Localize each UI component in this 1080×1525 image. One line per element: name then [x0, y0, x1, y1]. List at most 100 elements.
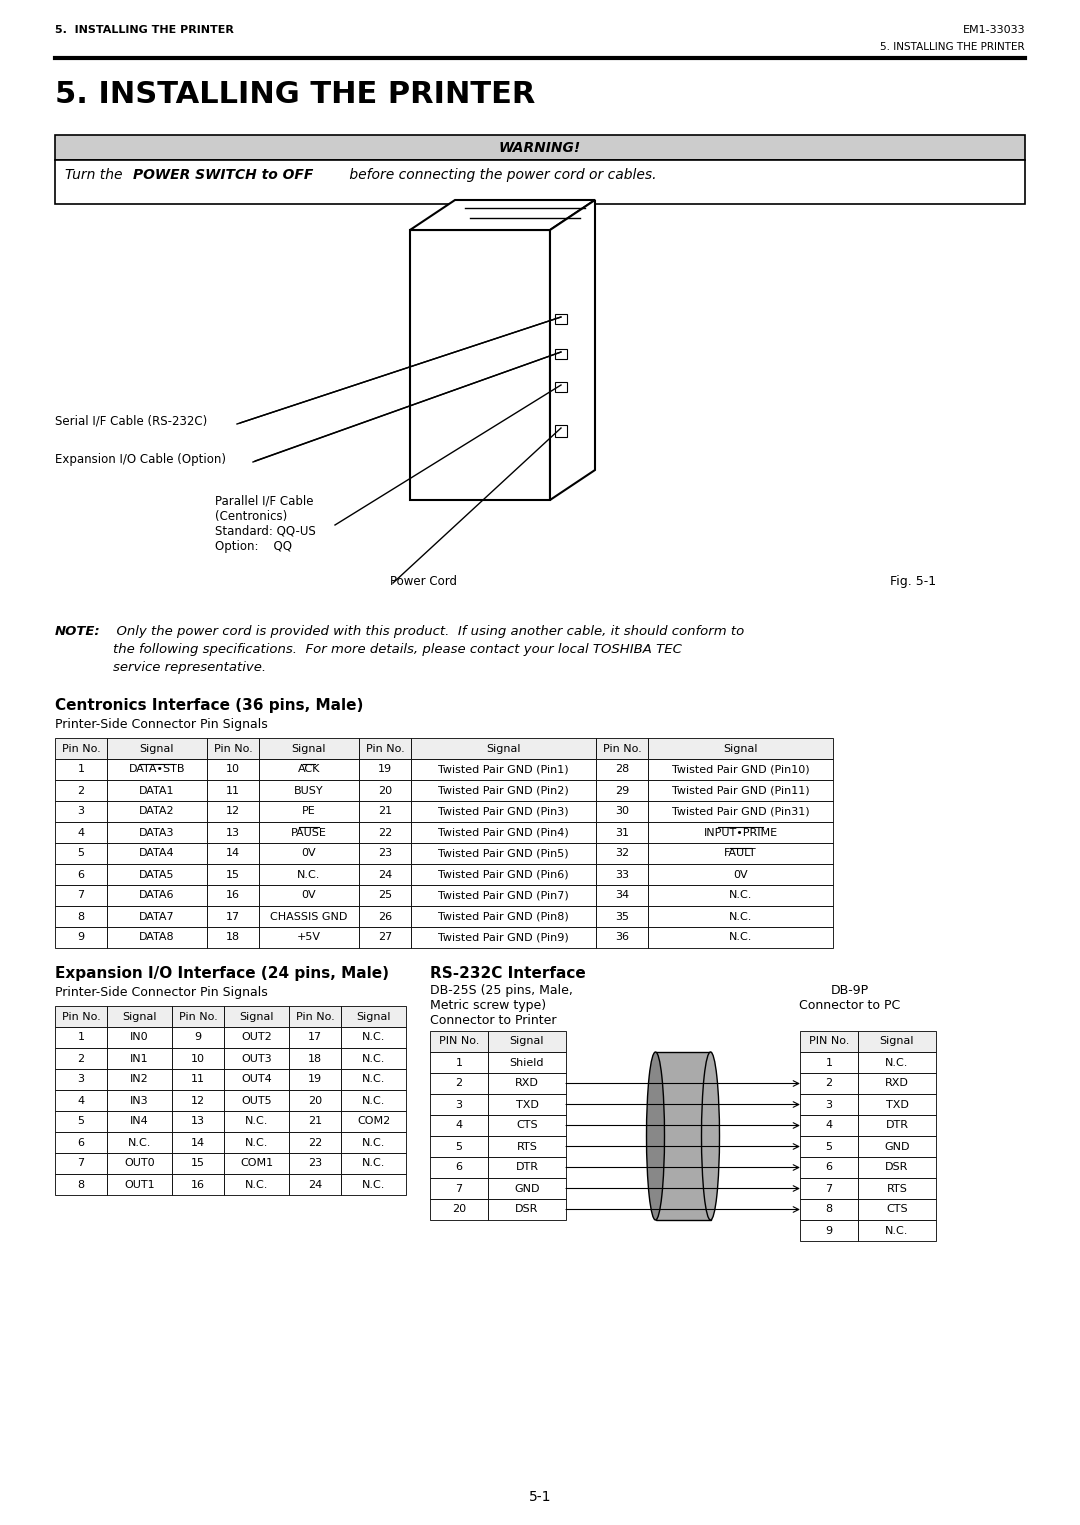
Text: 6: 6	[78, 869, 84, 880]
Bar	[224, 1112, 289, 1132]
Text: N.C.: N.C.	[362, 1075, 386, 1084]
Bar	[172, 1132, 224, 1153]
Bar	[596, 865, 648, 884]
Bar	[259, 927, 359, 949]
Bar	[430, 1031, 488, 1052]
Bar	[55, 927, 107, 949]
Bar	[555, 381, 567, 392]
Text: Signal: Signal	[486, 744, 521, 753]
Text: 14: 14	[191, 1138, 205, 1147]
Bar	[411, 779, 596, 801]
Bar	[107, 865, 207, 884]
Text: N.C.: N.C.	[729, 932, 752, 942]
Bar	[107, 884, 207, 906]
Text: RS-232C Interface: RS-232C Interface	[430, 965, 585, 981]
Bar	[172, 1090, 224, 1112]
Text: 16: 16	[191, 1179, 205, 1190]
Text: 5: 5	[78, 848, 84, 859]
Bar	[55, 1112, 107, 1132]
Text: PE: PE	[302, 807, 315, 816]
Bar	[207, 865, 259, 884]
Bar	[488, 1031, 566, 1052]
Text: Twisted Pair GND (Pin7): Twisted Pair GND (Pin7)	[438, 891, 569, 900]
Text: 5.  INSTALLING THE PRINTER: 5. INSTALLING THE PRINTER	[55, 24, 234, 35]
Text: Signal: Signal	[292, 744, 326, 753]
Text: 18: 18	[226, 932, 240, 942]
Text: 9: 9	[78, 932, 84, 942]
Text: DSR: DSR	[886, 1162, 908, 1173]
Text: Signal: Signal	[356, 1011, 391, 1022]
Bar	[259, 822, 359, 843]
Text: DATA8: DATA8	[139, 932, 175, 942]
Text: Pin No.: Pin No.	[178, 1011, 217, 1022]
Text: N.C.: N.C.	[127, 1138, 151, 1147]
Text: 7: 7	[78, 1159, 84, 1168]
Bar	[55, 884, 107, 906]
Text: 31: 31	[615, 828, 629, 837]
Text: PAUSE: PAUSE	[292, 828, 327, 837]
Text: 7: 7	[78, 891, 84, 900]
Bar	[259, 759, 359, 779]
Text: 8: 8	[78, 912, 84, 921]
Bar	[359, 779, 411, 801]
Text: 2: 2	[456, 1078, 462, 1089]
Bar	[648, 865, 833, 884]
Bar	[656, 1052, 711, 1220]
Text: 8: 8	[825, 1205, 833, 1214]
Bar	[596, 759, 648, 779]
Text: 6: 6	[825, 1162, 833, 1173]
Bar	[596, 884, 648, 906]
Text: Expansion I/O Interface (24 pins, Male): Expansion I/O Interface (24 pins, Male)	[55, 965, 389, 981]
Bar	[55, 1090, 107, 1112]
Text: Signal: Signal	[510, 1037, 544, 1046]
Bar	[289, 1112, 341, 1132]
Bar	[55, 759, 107, 779]
Text: RTS: RTS	[887, 1183, 907, 1194]
Text: Signal: Signal	[724, 744, 758, 753]
Bar	[172, 1153, 224, 1174]
Text: Pin No.: Pin No.	[62, 744, 100, 753]
Text: Metric screw type): Metric screw type)	[430, 999, 546, 1013]
Bar	[207, 738, 259, 759]
Text: N.C.: N.C.	[362, 1095, 386, 1106]
Bar	[359, 738, 411, 759]
Text: Signal: Signal	[139, 744, 174, 753]
Text: Signal: Signal	[240, 1011, 273, 1022]
Text: N.C.: N.C.	[245, 1116, 268, 1127]
Bar	[55, 1048, 107, 1069]
Bar	[207, 906, 259, 927]
Bar	[800, 1199, 858, 1220]
Bar	[430, 1199, 488, 1220]
Text: Pin No.: Pin No.	[62, 1011, 100, 1022]
Text: POWER SWITCH to OFF: POWER SWITCH to OFF	[133, 168, 313, 181]
Text: NOTE:: NOTE:	[55, 625, 100, 637]
Text: IN0: IN0	[131, 1032, 149, 1043]
Text: 34: 34	[615, 891, 629, 900]
Bar	[555, 314, 567, 323]
Bar	[596, 822, 648, 843]
Bar	[800, 1031, 858, 1052]
Text: OUT0: OUT0	[124, 1159, 154, 1168]
Bar	[207, 779, 259, 801]
Text: Signal: Signal	[122, 1011, 157, 1022]
Bar	[289, 1006, 341, 1026]
Text: 2: 2	[825, 1078, 833, 1089]
Bar	[172, 1048, 224, 1069]
Bar	[55, 801, 107, 822]
Bar	[107, 1069, 172, 1090]
Text: Signal: Signal	[880, 1037, 915, 1046]
Text: INPUT•PRIME: INPUT•PRIME	[703, 828, 778, 837]
Text: BUSY: BUSY	[294, 785, 324, 796]
Bar	[107, 1153, 172, 1174]
Bar	[411, 865, 596, 884]
Bar	[596, 906, 648, 927]
Text: Twisted Pair GND (Pin5): Twisted Pair GND (Pin5)	[438, 848, 569, 859]
Bar	[107, 1026, 172, 1048]
Bar	[858, 1157, 936, 1177]
Text: 12: 12	[191, 1095, 205, 1106]
Bar	[411, 906, 596, 927]
Bar	[430, 1136, 488, 1157]
Bar	[800, 1220, 858, 1241]
Text: 23: 23	[378, 848, 392, 859]
Bar	[55, 1069, 107, 1090]
